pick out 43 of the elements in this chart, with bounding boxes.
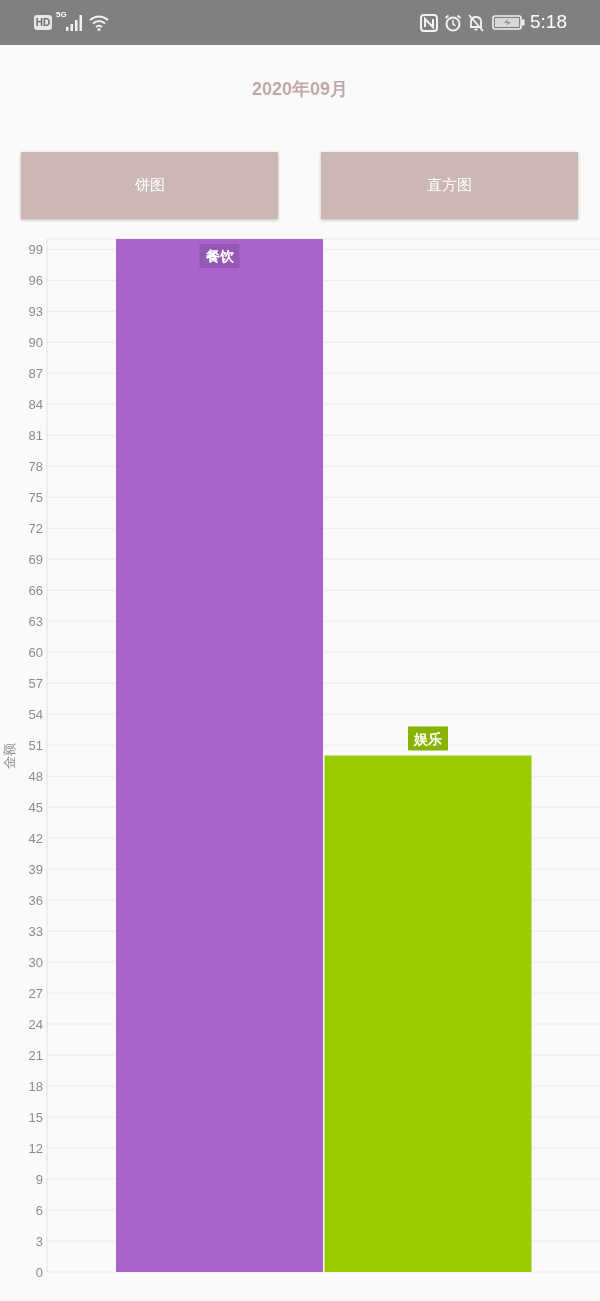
y-tick-label: 21 <box>28 1047 43 1063</box>
y-tick-label: 93 <box>28 303 43 319</box>
y-tick-label: 6 <box>35 1202 43 1218</box>
y-tick-label: 0 <box>35 1264 43 1280</box>
x-tick-label: 娱乐 <box>413 730 442 747</box>
y-tick-label: 39 <box>28 861 43 877</box>
y-tick-label: 99 <box>28 241 43 257</box>
y-tick-label: 9 <box>35 1171 43 1187</box>
y-tick-label: 30 <box>28 954 43 970</box>
text: 饼图 <box>134 176 165 195</box>
y-tick-label: 66 <box>28 582 43 598</box>
x-tick-label: 餐饮 <box>204 248 235 264</box>
text: 5G <box>56 10 67 19</box>
y-tick-label: 33 <box>28 923 43 939</box>
y-tick-label: 72 <box>28 520 43 536</box>
y-tick-label: 96 <box>28 272 43 288</box>
y-tick-label: 15 <box>28 1109 43 1125</box>
y-tick-label: 90 <box>28 334 43 350</box>
y-axis-title: 金额 <box>1 742 17 769</box>
y-tick-label: 3 <box>35 1233 43 1249</box>
y-tick-label: 27 <box>28 985 43 1001</box>
y-tick-label: 60 <box>28 644 43 660</box>
y-tick-label: 69 <box>28 551 43 567</box>
y-tick-label: 57 <box>28 675 43 691</box>
text: HD <box>35 15 51 30</box>
y-tick-label: 45 <box>28 799 43 815</box>
y-tick-label: 42 <box>28 830 43 846</box>
chart-title: 2020年09月 <box>250 78 350 101</box>
y-tick-label: 63 <box>28 613 43 629</box>
y-tick-label: 54 <box>28 706 43 722</box>
y-tick-label: 48 <box>28 768 43 784</box>
y-tick-label: 78 <box>28 458 43 474</box>
y-tick-label: 36 <box>28 892 43 908</box>
y-tick-label: 87 <box>28 365 43 381</box>
y-tick-label: 51 <box>28 737 43 753</box>
y-tick-label: 75 <box>28 489 43 505</box>
y-tick-label: 24 <box>28 1016 43 1032</box>
y-tick-label: 81 <box>28 427 43 443</box>
y-tick-label: 84 <box>28 396 43 412</box>
y-tick-label: 12 <box>28 1140 43 1156</box>
y-tick-label: 18 <box>28 1078 43 1094</box>
text: 直方图 <box>427 176 472 195</box>
text: 5:18 <box>530 11 567 32</box>
